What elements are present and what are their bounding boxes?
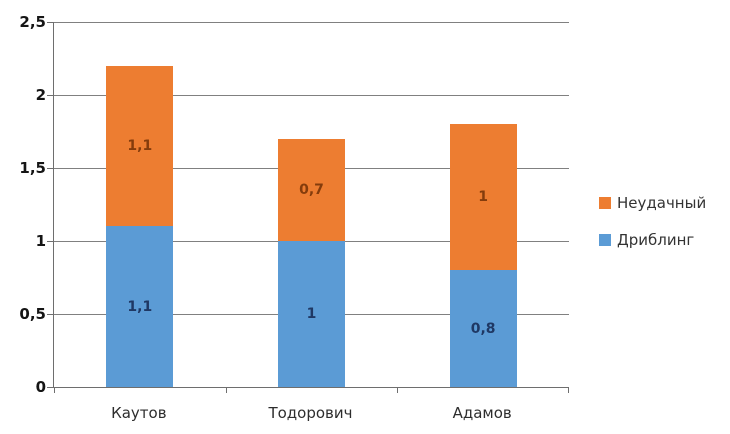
y-axis-tick	[47, 387, 53, 388]
bar-segment-Дриблинг-Адамов: 0,8	[449, 270, 517, 387]
x-axis-tick	[397, 387, 399, 393]
bar-value-label: 1,1	[127, 138, 153, 155]
legend-swatch-icon	[599, 197, 611, 209]
y-axis-tick-label: 2,5	[19, 13, 46, 31]
gridline	[54, 22, 569, 23]
legend-item-Неудачный: Неудачный	[599, 194, 706, 212]
bar-segment-Неудачный-Каутов: 1,1	[106, 65, 174, 227]
y-axis-tick	[47, 95, 53, 96]
legend-label: Дриблинг	[617, 231, 695, 249]
y-axis-tick-label: 1	[35, 232, 46, 250]
bar-segment-Дриблинг-Тодорович: 1	[278, 241, 345, 387]
y-axis-tick	[47, 241, 53, 242]
x-axis-category-label: Тодорович	[268, 404, 353, 422]
legend-label: Неудачный	[617, 194, 707, 212]
y-axis-tick-label: 2	[35, 86, 46, 104]
plot-area: 1,1 1,1 1 0,7 0,8 1	[47, 22, 569, 393]
y-axis-tick-label: 1,5	[19, 159, 46, 177]
bar-value-label: 1	[478, 189, 489, 206]
x-axis-tick	[568, 387, 569, 393]
x-axis-tick	[225, 387, 227, 393]
y-axis-tick	[47, 22, 53, 23]
x-axis-category-label: Каутов	[111, 404, 167, 422]
bar-value-label: 1,1	[127, 298, 153, 315]
y-axis-tick-label: 0	[35, 378, 46, 396]
x-axis-tick	[54, 387, 55, 393]
y-axis-tick	[47, 168, 53, 169]
bar-value-label: 0,8	[470, 320, 496, 337]
bar-value-label: 1	[306, 306, 317, 322]
y-axis-tick	[47, 314, 53, 315]
bar-segment-Дриблинг-Каутов: 1,1	[106, 226, 174, 387]
bar-segment-Неудачный-Тодорович: 0,7	[278, 138, 345, 241]
bar-segment-Неудачный-Адамов: 1	[449, 124, 517, 271]
legend-item-Дриблинг: Дриблинг	[599, 231, 706, 249]
gridline	[54, 95, 569, 96]
y-axis-tick-label: 0,5	[19, 305, 46, 323]
legend-swatch-icon	[599, 234, 611, 246]
legend: Неудачный Дриблинг	[599, 194, 706, 268]
bar-value-label: 0,7	[299, 181, 324, 198]
x-axis-category-label: Адамов	[452, 404, 512, 422]
